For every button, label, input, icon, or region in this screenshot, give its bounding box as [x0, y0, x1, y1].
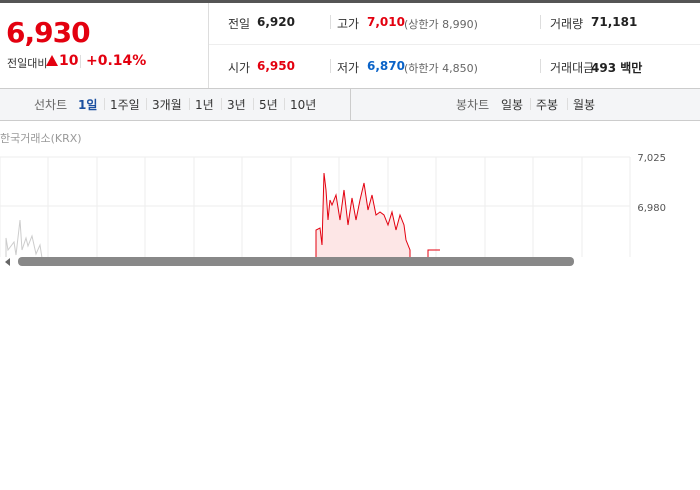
- period-tab[interactable]: 3년: [227, 98, 246, 112]
- divider: [208, 3, 209, 88]
- source: 한국거래소(KRX): [0, 132, 82, 145]
- stat-value: 6,920: [257, 15, 295, 29]
- stat-note: (상한가 8,990): [404, 18, 478, 31]
- stat-label: 시가: [228, 61, 251, 75]
- candle-tab[interactable]: 주봉: [536, 98, 559, 112]
- period-tab[interactable]: 1주일: [110, 98, 140, 112]
- stat-value: 71,181: [591, 15, 638, 29]
- up-arrow: [46, 55, 58, 66]
- stat-label: 고가: [337, 17, 360, 31]
- top-border: [0, 0, 700, 3]
- scrollbar-thumb[interactable]: [18, 257, 574, 266]
- divider: [80, 55, 81, 68]
- change: 10: [59, 53, 79, 69]
- divider: [530, 98, 531, 110]
- divider: [567, 98, 568, 110]
- divider: [221, 98, 222, 110]
- chart: 7,025 6,980: [0, 153, 700, 269]
- stat-label: 거래대금: [550, 61, 595, 75]
- period-tab[interactable]: 10년: [290, 98, 317, 112]
- period-tab[interactable]: 3개월: [152, 98, 182, 112]
- stat-label: 전일: [228, 17, 251, 31]
- y-axis-label: 6,980: [637, 203, 666, 214]
- tab-group-label: 선차트: [34, 98, 68, 112]
- stat-value: 7,010: [367, 15, 405, 29]
- price: 6,930: [6, 16, 91, 49]
- divider: [209, 44, 700, 45]
- stat-note: (하한가 4,850): [404, 62, 478, 75]
- divider: [253, 98, 254, 110]
- change-pct: +0.14%: [86, 53, 147, 69]
- divider: [284, 98, 285, 110]
- y-axis-label: 7,025: [637, 153, 666, 164]
- divider: [189, 98, 190, 110]
- stat-value: 6,950: [257, 59, 295, 73]
- tab-group-label: 봉차트: [456, 98, 490, 112]
- stat-label: 거래량: [550, 17, 584, 31]
- stat-label: 저가: [337, 61, 360, 75]
- candle-tab[interactable]: 일봉: [501, 98, 524, 112]
- change-label: 전일대비: [7, 57, 48, 70]
- divider: [146, 98, 147, 110]
- period-tab[interactable]: 1년: [195, 98, 214, 112]
- divider: [330, 15, 331, 29]
- stat-value: 493 백만: [591, 61, 643, 75]
- stat-value: 6,870: [367, 59, 405, 73]
- divider: [540, 59, 541, 73]
- divider: [104, 98, 105, 110]
- divider: [350, 89, 351, 120]
- period-tab[interactable]: 1일: [78, 98, 98, 112]
- divider: [540, 15, 541, 29]
- divider: [330, 59, 331, 73]
- period-tab[interactable]: 5년: [259, 98, 278, 112]
- candle-tab[interactable]: 월봉: [573, 98, 596, 112]
